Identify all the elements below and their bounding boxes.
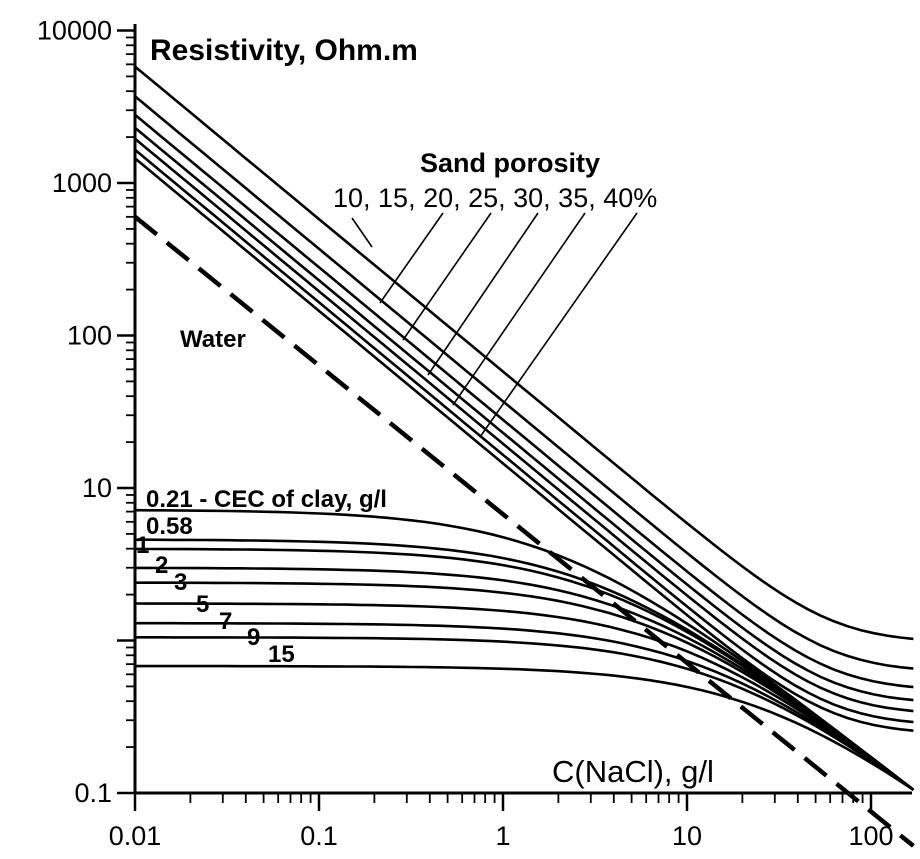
water-line [133,215,915,848]
y-tick-label: 10 [82,473,112,503]
y-tick-label: 1000 [52,168,112,198]
clay-curve-9 [135,636,915,791]
annotations: Resistivity, Ohm.m Sand porosity 10, 15,… [136,34,714,789]
sand-curve-20 [134,113,914,689]
sand-curve-10 [134,65,914,641]
cec-label-1: 0.58 [146,513,193,540]
sand-porosity-values: 10, 15, 20, 25, 30, 35, 40% [333,183,657,213]
x-tick-label: 0.01 [109,821,162,851]
clay-curve-3 [135,581,915,791]
porosity-leader-line [402,212,492,341]
clay-curve-7 [135,621,915,791]
curves [133,65,915,848]
cec-label-8: 15 [268,641,295,668]
sand-curve-15 [134,95,914,670]
sand-curve-35 [134,148,914,724]
x-tick-label: 1 [495,821,510,851]
clay-curve-2 [135,566,915,791]
porosity-leader-line [479,212,638,438]
porosity-leader-line [427,212,539,376]
x-tick-label: 0.1 [300,821,338,851]
cec-label-6: 7 [219,608,232,635]
clay-curve-1 [134,547,915,791]
y-tick-label: 0.1 [74,778,112,808]
cec-label-0: 0.21 - CEC of clay, g/l [146,486,387,513]
clay-curve-15 [135,664,915,791]
porosity-leader-line [351,217,373,248]
water-label: Water [180,326,246,353]
porosity-leader-line [379,212,444,304]
chart-title: Resistivity, Ohm.m [150,34,418,67]
sand-curve-25 [134,126,914,702]
sand-curve-40 [134,157,914,732]
clay-curve-5 [134,602,915,791]
y-tick-label: 100 [67,321,112,351]
clay-curve-0.21 [134,508,915,791]
cec-label-7: 9 [247,624,260,651]
porosity-leader-line [452,212,586,406]
cec-label-2: 1 [136,532,149,559]
sand-curve-30 [134,137,914,713]
y-tick-label: 10000 [37,16,112,46]
cec-label-3: 2 [155,552,168,579]
sand-porosity-label: Sand porosity [420,148,600,178]
cec-label-4: 3 [174,569,187,596]
x-axis-label: C(NaCl), g/l [552,754,714,789]
cec-label-5: 5 [196,591,209,618]
x-tick-label: 10 [672,821,702,851]
